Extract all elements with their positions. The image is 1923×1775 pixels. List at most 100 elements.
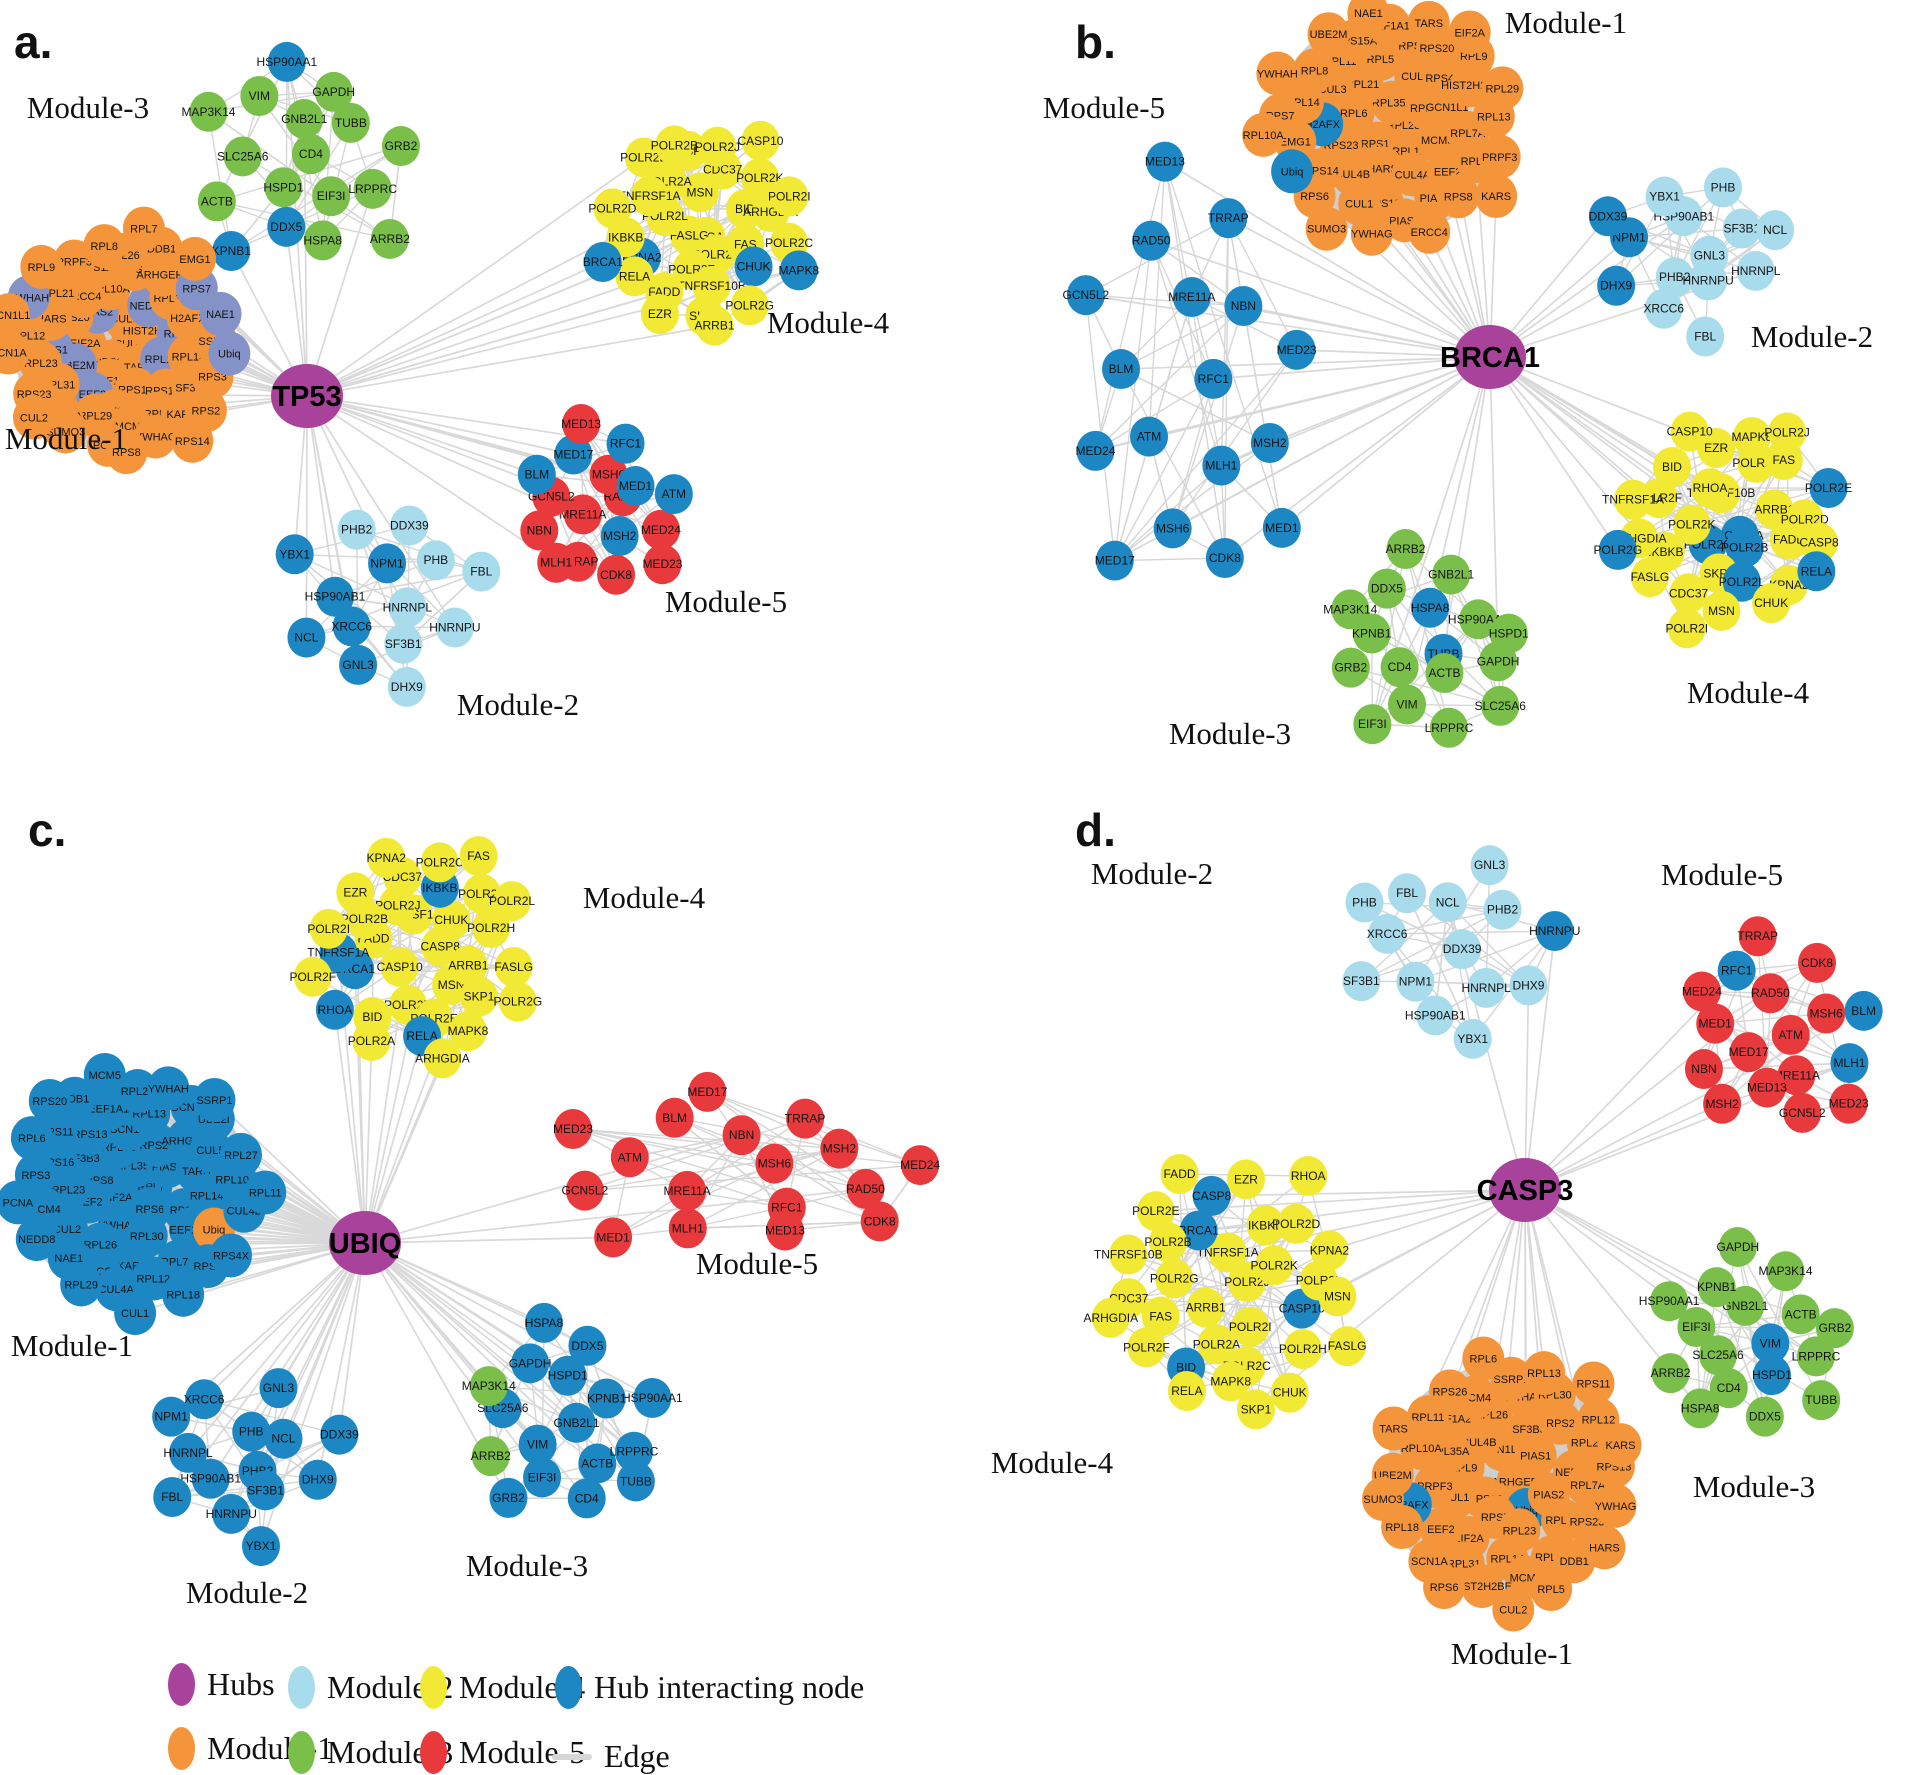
node-MED17[interactable]: MED17 bbox=[1729, 1032, 1769, 1073]
node-ATM[interactable]: ATM bbox=[1771, 1014, 1810, 1055]
node-EZR[interactable]: EZR bbox=[336, 872, 375, 913]
node-HSP90AB1[interactable]: HSP90AB1 bbox=[1405, 995, 1466, 1036]
node-HSPD1[interactable]: HSPD1 bbox=[1752, 1355, 1792, 1396]
node-RPS8[interactable]: RPS8 bbox=[1437, 174, 1480, 219]
node-ARRB2[interactable]: ARRB2 bbox=[1651, 1353, 1691, 1394]
node-BRCA1[interactable]: BRCA1 bbox=[1179, 1210, 1219, 1251]
node-CDK8[interactable]: CDK8 bbox=[1205, 538, 1244, 579]
node-HNRNPL[interactable]: HNRNPL bbox=[1731, 250, 1781, 291]
node-CDK8[interactable]: CDK8 bbox=[597, 554, 636, 595]
node-FASLG[interactable]: FASLG bbox=[1328, 1326, 1367, 1367]
node-PHB2[interactable]: PHB2 bbox=[1655, 257, 1694, 298]
node-NPM1[interactable]: NPM1 bbox=[1396, 961, 1435, 1002]
node-MED1[interactable]: MED1 bbox=[1262, 507, 1301, 548]
node-DDX39[interactable]: DDX39 bbox=[1443, 929, 1482, 970]
node-POLR2B[interactable]: POLR2B bbox=[1721, 527, 1768, 568]
node-GCN5L2[interactable]: GCN5L2 bbox=[1063, 275, 1110, 316]
node-RAD50[interactable]: RAD50 bbox=[1132, 220, 1171, 261]
node-MED24[interactable]: MED24 bbox=[1682, 971, 1722, 1012]
node-DHX9[interactable]: DHX9 bbox=[1509, 965, 1548, 1006]
node-MED23[interactable]: MED23 bbox=[642, 544, 683, 585]
node-HSP90AA1[interactable]: HSP90AA1 bbox=[1639, 1281, 1700, 1322]
node-RPS14[interactable]: RPS14 bbox=[171, 418, 214, 463]
node-PRPF3[interactable]: PRPF3 bbox=[1478, 134, 1521, 179]
node-ARRB1[interactable]: ARRB1 bbox=[1186, 1287, 1226, 1328]
node-DDX5[interactable]: DDX5 bbox=[1745, 1396, 1784, 1437]
node-MED17[interactable]: MED17 bbox=[553, 434, 594, 475]
node-SF3B3[interactable]: SF3B3 bbox=[1508, 1406, 1551, 1451]
node-POLR2J[interactable]: POLR2J bbox=[695, 126, 740, 167]
node-MED13[interactable]: MED13 bbox=[561, 404, 601, 445]
node-MED23[interactable]: MED23 bbox=[553, 1108, 593, 1149]
node-ARHGDIA[interactable]: ARHGDIA bbox=[415, 1038, 470, 1079]
node-MSH2[interactable]: MSH2 bbox=[600, 516, 639, 557]
node-RFC1[interactable]: RFC1 bbox=[606, 423, 645, 464]
node-RELA[interactable]: RELA bbox=[615, 256, 654, 297]
node-PHB[interactable]: PHB bbox=[232, 1411, 271, 1452]
node-POLR2A[interactable]: POLR2A bbox=[348, 1020, 395, 1061]
node-RPL6[interactable]: RPL6 bbox=[10, 1116, 53, 1161]
node-MED24[interactable]: MED24 bbox=[900, 1145, 940, 1186]
node-PHB2[interactable]: PHB2 bbox=[1483, 889, 1522, 930]
node-FBL[interactable]: FBL bbox=[462, 551, 501, 592]
node-NBN[interactable]: NBN bbox=[520, 510, 559, 551]
node-SUMO3[interactable]: SUMO3 bbox=[44, 409, 87, 454]
node-GRB2[interactable]: GRB2 bbox=[381, 126, 420, 167]
node-XRCC6[interactable]: XRCC6 bbox=[331, 606, 372, 647]
node-TUBB[interactable]: TUBB bbox=[331, 102, 370, 143]
node-MRE11A[interactable]: MRE11A bbox=[664, 1170, 711, 1211]
node-SLC25A6[interactable]: SLC25A6 bbox=[1692, 1335, 1744, 1376]
node-RPS8[interactable]: RPS8 bbox=[105, 430, 148, 475]
node-DDX39[interactable]: DDX39 bbox=[1589, 196, 1628, 237]
node-HNRNPL[interactable]: HNRNPL bbox=[1461, 967, 1511, 1008]
node-BLM[interactable]: BLM bbox=[1844, 990, 1883, 1031]
node-HNRNPU[interactable]: HNRNPU bbox=[1682, 260, 1734, 301]
node-MRE11A[interactable]: MRE11A bbox=[1168, 277, 1215, 318]
node-PHB2[interactable]: PHB2 bbox=[337, 509, 376, 550]
node-MAPK8[interactable]: MAPK8 bbox=[1732, 416, 1773, 457]
node-KARS[interactable]: KARS bbox=[1599, 1423, 1642, 1468]
node-MED23[interactable]: MED23 bbox=[1829, 1083, 1869, 1124]
node-LRPPRC[interactable]: LRPPRC bbox=[348, 168, 397, 209]
node-YBX1[interactable]: YBX1 bbox=[241, 1526, 280, 1567]
node-RPL18[interactable]: RPL18 bbox=[162, 1272, 205, 1317]
node-RHOA[interactable]: RHOA bbox=[1289, 1155, 1328, 1196]
node-MLH1[interactable]: MLH1 bbox=[1830, 1043, 1869, 1084]
node-RPL7[interactable]: RPL7 bbox=[122, 206, 165, 251]
node-PHB[interactable]: PHB bbox=[416, 540, 455, 581]
node-CASP10[interactable]: CASP10 bbox=[1667, 411, 1713, 452]
node-GNB2L1[interactable]: GNB2L1 bbox=[281, 99, 328, 140]
node-VIM[interactable]: VIM bbox=[1751, 1323, 1790, 1364]
node-KPNB1[interactable]: KPNB1 bbox=[212, 231, 252, 272]
node-CHUK[interactable]: CHUK bbox=[1752, 583, 1791, 624]
node-XRCC6[interactable]: XRCC6 bbox=[1367, 913, 1408, 954]
node-SKP1[interactable]: SKP1 bbox=[1236, 1389, 1275, 1430]
node-POLR2L[interactable]: POLR2L bbox=[1719, 561, 1765, 602]
node-ARRB1[interactable]: ARRB1 bbox=[694, 305, 735, 346]
node-FASLG[interactable]: FASLG bbox=[1631, 557, 1670, 598]
node-MED13[interactable]: MED13 bbox=[1747, 1067, 1787, 1108]
node-POLR2D[interactable]: POLR2D bbox=[1272, 1203, 1320, 1244]
node-RPL13[interactable]: RPL13 bbox=[1522, 1351, 1565, 1396]
node-MED24[interactable]: MED24 bbox=[1075, 430, 1116, 471]
node-RPL8[interactable]: RPL8 bbox=[1293, 48, 1336, 93]
node-HNRNPU[interactable]: HNRNPU bbox=[1529, 910, 1580, 951]
node-SF3B1[interactable]: SF3B1 bbox=[246, 1470, 285, 1511]
hub-node-BRCA1[interactable]: BRCA1 bbox=[1440, 325, 1540, 389]
node-POLR2E[interactable]: POLR2E bbox=[620, 137, 667, 178]
node-GNB2L1[interactable]: GNB2L1 bbox=[1428, 554, 1474, 595]
node-RPS26[interactable]: RPS26 bbox=[1428, 1369, 1471, 1414]
node-POLR2B[interactable]: POLR2B bbox=[1144, 1222, 1192, 1263]
node-FASLG[interactable]: FASLG bbox=[494, 947, 533, 988]
node-FBL[interactable]: FBL bbox=[153, 1477, 192, 1518]
node-RPL27[interactable]: RPL27 bbox=[219, 1132, 262, 1177]
node-ARHGDIA[interactable]: ARHGDIA bbox=[1083, 1297, 1138, 1338]
node-POLR2K[interactable]: POLR2K bbox=[736, 157, 784, 198]
node-GAPDH[interactable]: GAPDH bbox=[509, 1343, 552, 1384]
node-KARS[interactable]: KARS bbox=[1475, 174, 1518, 219]
node-FAS[interactable]: FAS bbox=[1141, 1296, 1180, 1337]
node-PHB[interactable]: PHB bbox=[1704, 167, 1743, 208]
node-GNB2L1[interactable]: GNB2L1 bbox=[553, 1402, 600, 1443]
node-NAE1[interactable]: NAE1 bbox=[1347, 0, 1390, 36]
node-HSPA8[interactable]: HSPA8 bbox=[304, 220, 343, 261]
